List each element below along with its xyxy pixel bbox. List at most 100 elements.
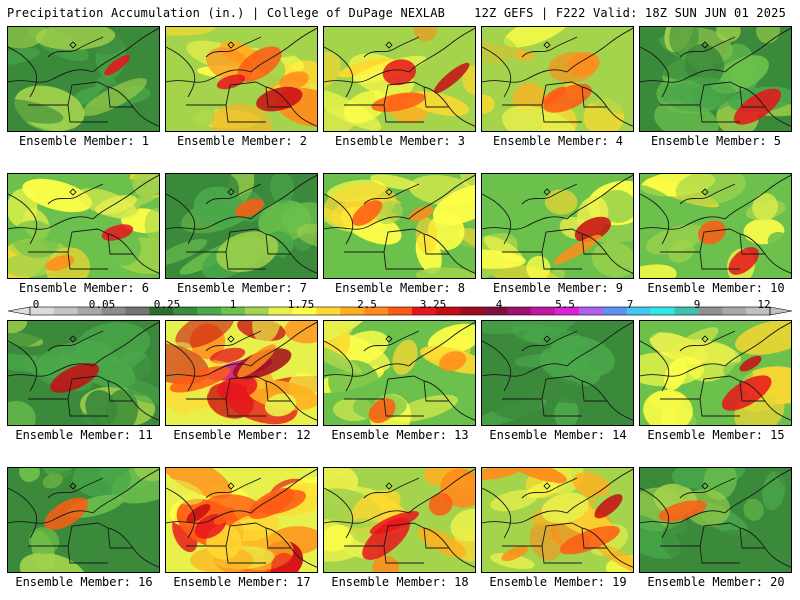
boundary-line — [679, 36, 736, 58]
ensemble-member-panel — [165, 467, 318, 573]
boundary-line — [482, 69, 568, 83]
boundary-line — [28, 398, 108, 417]
colorbar-segment — [722, 307, 747, 315]
ensemble-member-panel — [7, 173, 160, 279]
boundary-line — [640, 46, 670, 98]
boundary-line — [413, 81, 449, 108]
member-caption: Ensemble Member: 1 — [18, 134, 150, 148]
precip-area — [8, 48, 41, 66]
heavy-precip-area — [594, 494, 623, 519]
colorbar-segment — [650, 307, 675, 315]
boundary-line — [344, 545, 424, 564]
boundary-line — [225, 228, 257, 253]
heavy-precip-area — [186, 504, 211, 523]
boundary-line — [363, 36, 420, 58]
station-marker-icon — [69, 41, 77, 49]
boundary-line — [324, 340, 354, 392]
ensemble-member-panel — [165, 173, 318, 279]
boundary-line — [502, 104, 582, 123]
precip-area — [209, 347, 246, 364]
precip-area — [415, 217, 438, 254]
member-caption: Ensemble Member: 5 — [650, 134, 782, 148]
boundary-line — [408, 174, 475, 220]
boundary-line — [344, 398, 424, 417]
member-caption: Ensemble Member: 17 — [173, 575, 311, 589]
station-marker-icon — [701, 482, 709, 490]
precip-area — [324, 468, 347, 480]
precip-area — [640, 324, 662, 344]
precip-area — [134, 468, 159, 482]
precip-area — [752, 193, 778, 221]
precip-area — [756, 27, 781, 44]
boundary-line — [8, 216, 94, 230]
boundary-line — [205, 183, 262, 205]
ensemble-member-panel — [323, 467, 476, 573]
colorbar-segment — [674, 307, 699, 315]
boundary-line — [8, 46, 38, 98]
boundary-line — [679, 477, 736, 499]
precip-area — [35, 27, 116, 50]
boundary-line — [324, 46, 354, 98]
boundary-line — [571, 228, 607, 255]
colorbar-tick-label: 9 — [693, 298, 701, 311]
heavy-precip-area — [382, 59, 417, 86]
member-caption: Ensemble Member: 2 — [176, 134, 308, 148]
precip-area — [252, 321, 281, 344]
station-marker-icon — [69, 335, 77, 343]
colorbar-segment — [435, 307, 460, 315]
heavy-precip-area — [698, 220, 726, 245]
boundary-line — [640, 510, 726, 524]
boundary-line — [324, 69, 410, 83]
boundary-line — [729, 228, 765, 255]
boundary-line — [521, 477, 578, 499]
heavy-precip-area — [567, 52, 600, 76]
precip-area — [372, 555, 400, 572]
colorbar-segment — [197, 307, 222, 315]
boundary-line — [482, 193, 512, 245]
precip-map — [640, 174, 791, 278]
heavy-precip-area — [433, 62, 470, 94]
colorbar-tick-label: 3.25 — [419, 298, 447, 311]
boundary-line — [363, 330, 420, 352]
precip-area — [554, 397, 579, 425]
boundary-line — [413, 375, 449, 402]
ensemble-member-panel — [639, 467, 792, 573]
precip-map — [482, 27, 633, 131]
colorbar-tick-label: 0 — [32, 298, 40, 311]
boundary-line — [482, 216, 568, 230]
precip-area — [8, 98, 64, 124]
heavy-precip-area — [543, 83, 592, 113]
boundary-line — [724, 174, 791, 220]
boundary-line — [324, 510, 410, 524]
boundary-line — [482, 46, 512, 98]
precip-area — [482, 468, 523, 480]
boundary-line — [92, 27, 159, 73]
boundary-line — [679, 330, 736, 352]
boundary-line — [186, 398, 266, 417]
precip-area — [675, 174, 746, 206]
colorbar-segment — [698, 307, 723, 315]
boundary-line — [724, 321, 791, 367]
precip-area — [392, 339, 418, 375]
precip-area — [664, 358, 688, 391]
heavy-precip-area — [362, 517, 411, 560]
colorbar-segment — [364, 307, 389, 315]
precip-area — [19, 468, 40, 483]
boundary-line — [92, 468, 159, 514]
precip-map — [324, 27, 475, 131]
colorbar-segment — [268, 307, 293, 315]
colorbar-tick-label: 0.05 — [88, 298, 116, 311]
precip-area — [8, 321, 57, 355]
boundary-line — [225, 81, 257, 106]
boundary-line — [724, 468, 791, 514]
boundary-line — [660, 251, 740, 270]
boundary-line — [97, 81, 133, 108]
colorbar-segment — [411, 307, 437, 315]
heavy-precip-area — [428, 492, 453, 516]
precip-area — [166, 479, 204, 505]
member-caption: Ensemble Member: 19 — [489, 575, 627, 589]
precip-area — [450, 508, 475, 542]
colorbar-segment — [53, 307, 79, 315]
precip-area — [8, 400, 36, 425]
boundary-line — [521, 330, 578, 352]
